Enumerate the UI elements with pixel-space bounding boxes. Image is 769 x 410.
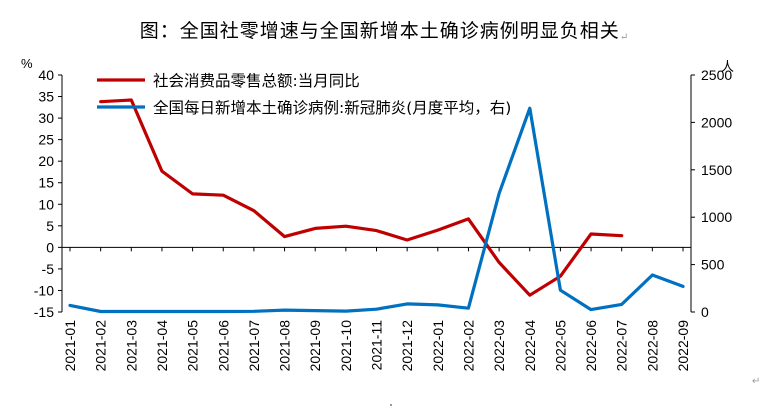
right-axis-ticks: 2500 2000 1500 1000 500 0 bbox=[691, 67, 732, 320]
x-tick-label: 2022-05 bbox=[552, 320, 568, 372]
x-tick-label: 2022-08 bbox=[644, 320, 660, 372]
left-tick-label: 25 bbox=[38, 132, 54, 148]
x-tick-label: 2022-07 bbox=[614, 320, 630, 372]
right-axis-unit: 人 bbox=[721, 59, 734, 74]
right-tick-label: 2000 bbox=[701, 114, 732, 130]
chart-title: 图：全国社零增速与全国新增本土确诊病例明显负相关↵ bbox=[139, 20, 630, 43]
left-tick-label: 10 bbox=[38, 196, 54, 212]
x-tick-label: 2021-12 bbox=[399, 320, 415, 372]
x-tick-label: 2021-10 bbox=[338, 320, 354, 372]
legend-label-cases: 全国每日新增本土确诊病例:新冠肺炎(月度平均，右) bbox=[153, 99, 511, 117]
paragraph-mark-icon: ↵ bbox=[619, 32, 630, 43]
x-tick-label: 2021-01 bbox=[62, 320, 78, 372]
paragraph-mark-icon: ↵ bbox=[752, 376, 761, 387]
left-tick-label: -10 bbox=[34, 282, 54, 298]
left-tick-label: 35 bbox=[38, 89, 54, 105]
anchor-dot bbox=[390, 404, 392, 406]
series-layer bbox=[68, 98, 685, 314]
left-tick-label: 5 bbox=[46, 218, 54, 234]
left-axis-ticks: 40 35 30 25 20 15 10 5 0 -5 -10 -15 bbox=[34, 67, 62, 320]
right-tick-label: 2500 bbox=[701, 67, 732, 83]
left-axis-unit: % bbox=[21, 56, 33, 71]
left-tick-label: 40 bbox=[38, 67, 54, 83]
left-tick-label: 0 bbox=[46, 239, 54, 255]
x-tick-label: 2022-01 bbox=[430, 320, 446, 372]
right-tick-label: 1000 bbox=[701, 209, 732, 225]
right-tick-label: 1500 bbox=[701, 162, 732, 178]
x-tick-label: 2021-07 bbox=[246, 320, 262, 372]
x-tick-label: 2021-09 bbox=[307, 320, 323, 372]
x-tick-label: 2021-04 bbox=[154, 320, 170, 372]
left-tick-label: 30 bbox=[38, 110, 54, 126]
x-axis-ticks: 2021-01 2021-02 2021-03 2021-04 2021-05 2021-… bbox=[62, 247, 691, 371]
left-tick-label: 20 bbox=[38, 153, 54, 169]
x-tick-label: 2022-02 bbox=[460, 320, 476, 372]
x-tick-label: 2021-05 bbox=[185, 320, 201, 372]
legend-label-retail: 社会消费品零售总额:当月同比 bbox=[153, 72, 360, 90]
retail-sales-yoy-line bbox=[99, 98, 624, 297]
left-tick-label: -5 bbox=[42, 261, 55, 277]
left-tick-label: -15 bbox=[34, 304, 54, 320]
x-tick-label: 2022-03 bbox=[491, 320, 507, 372]
x-tick-label: 2021-03 bbox=[123, 320, 139, 372]
x-tick-label: 2022-04 bbox=[522, 320, 538, 372]
new-local-cases-line bbox=[68, 106, 685, 314]
x-tick-label: 2021-08 bbox=[277, 320, 293, 372]
right-tick-label: 500 bbox=[701, 257, 725, 273]
x-tick-label: 2021-06 bbox=[215, 320, 231, 372]
x-tick-label: 2021-02 bbox=[93, 320, 109, 372]
left-tick-label: 15 bbox=[38, 175, 54, 191]
x-tick-label: 2022-06 bbox=[583, 320, 599, 372]
x-tick-label: 2021-11 bbox=[369, 320, 385, 371]
right-tick-label: 0 bbox=[701, 304, 709, 320]
x-tick-label: 2022-09 bbox=[675, 320, 691, 372]
